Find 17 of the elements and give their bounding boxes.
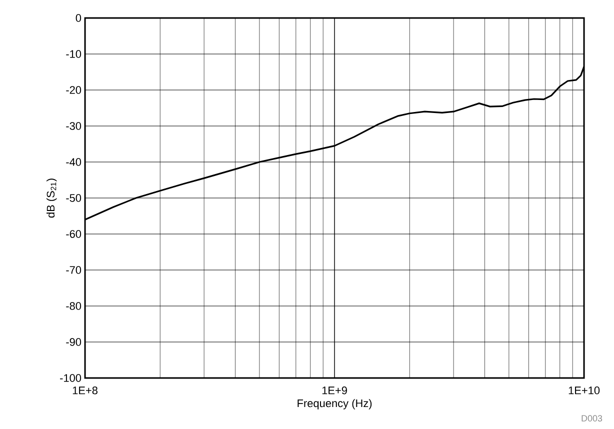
- y-tick-label: -100: [60, 374, 82, 382]
- text: D003: [582, 415, 602, 422]
- x-tick-label: 1E+9: [322, 386, 347, 394]
- y-tick-label: -80: [66, 302, 82, 310]
- x-axis-title: Frequency (Hz): [298, 399, 372, 410]
- y-tick-label: -50: [66, 194, 82, 202]
- y-axis-title: dB (S$_{21}$): [46, 178, 57, 218]
- y-tick-label: -20: [66, 86, 82, 94]
- y-tick-label: -60: [66, 230, 82, 238]
- y-tick-label: -10: [66, 50, 82, 58]
- y-tick-label: -30: [66, 122, 82, 130]
- y-tick-label: -70: [66, 266, 82, 274]
- y-tick-label: -90: [66, 338, 82, 346]
- x-tick-label: 1E+10: [568, 386, 600, 394]
- x-tick-label: 1E+8: [72, 386, 98, 394]
- y-tick-label: 0: [76, 14, 82, 22]
- y-tick-label: -40: [66, 158, 82, 166]
